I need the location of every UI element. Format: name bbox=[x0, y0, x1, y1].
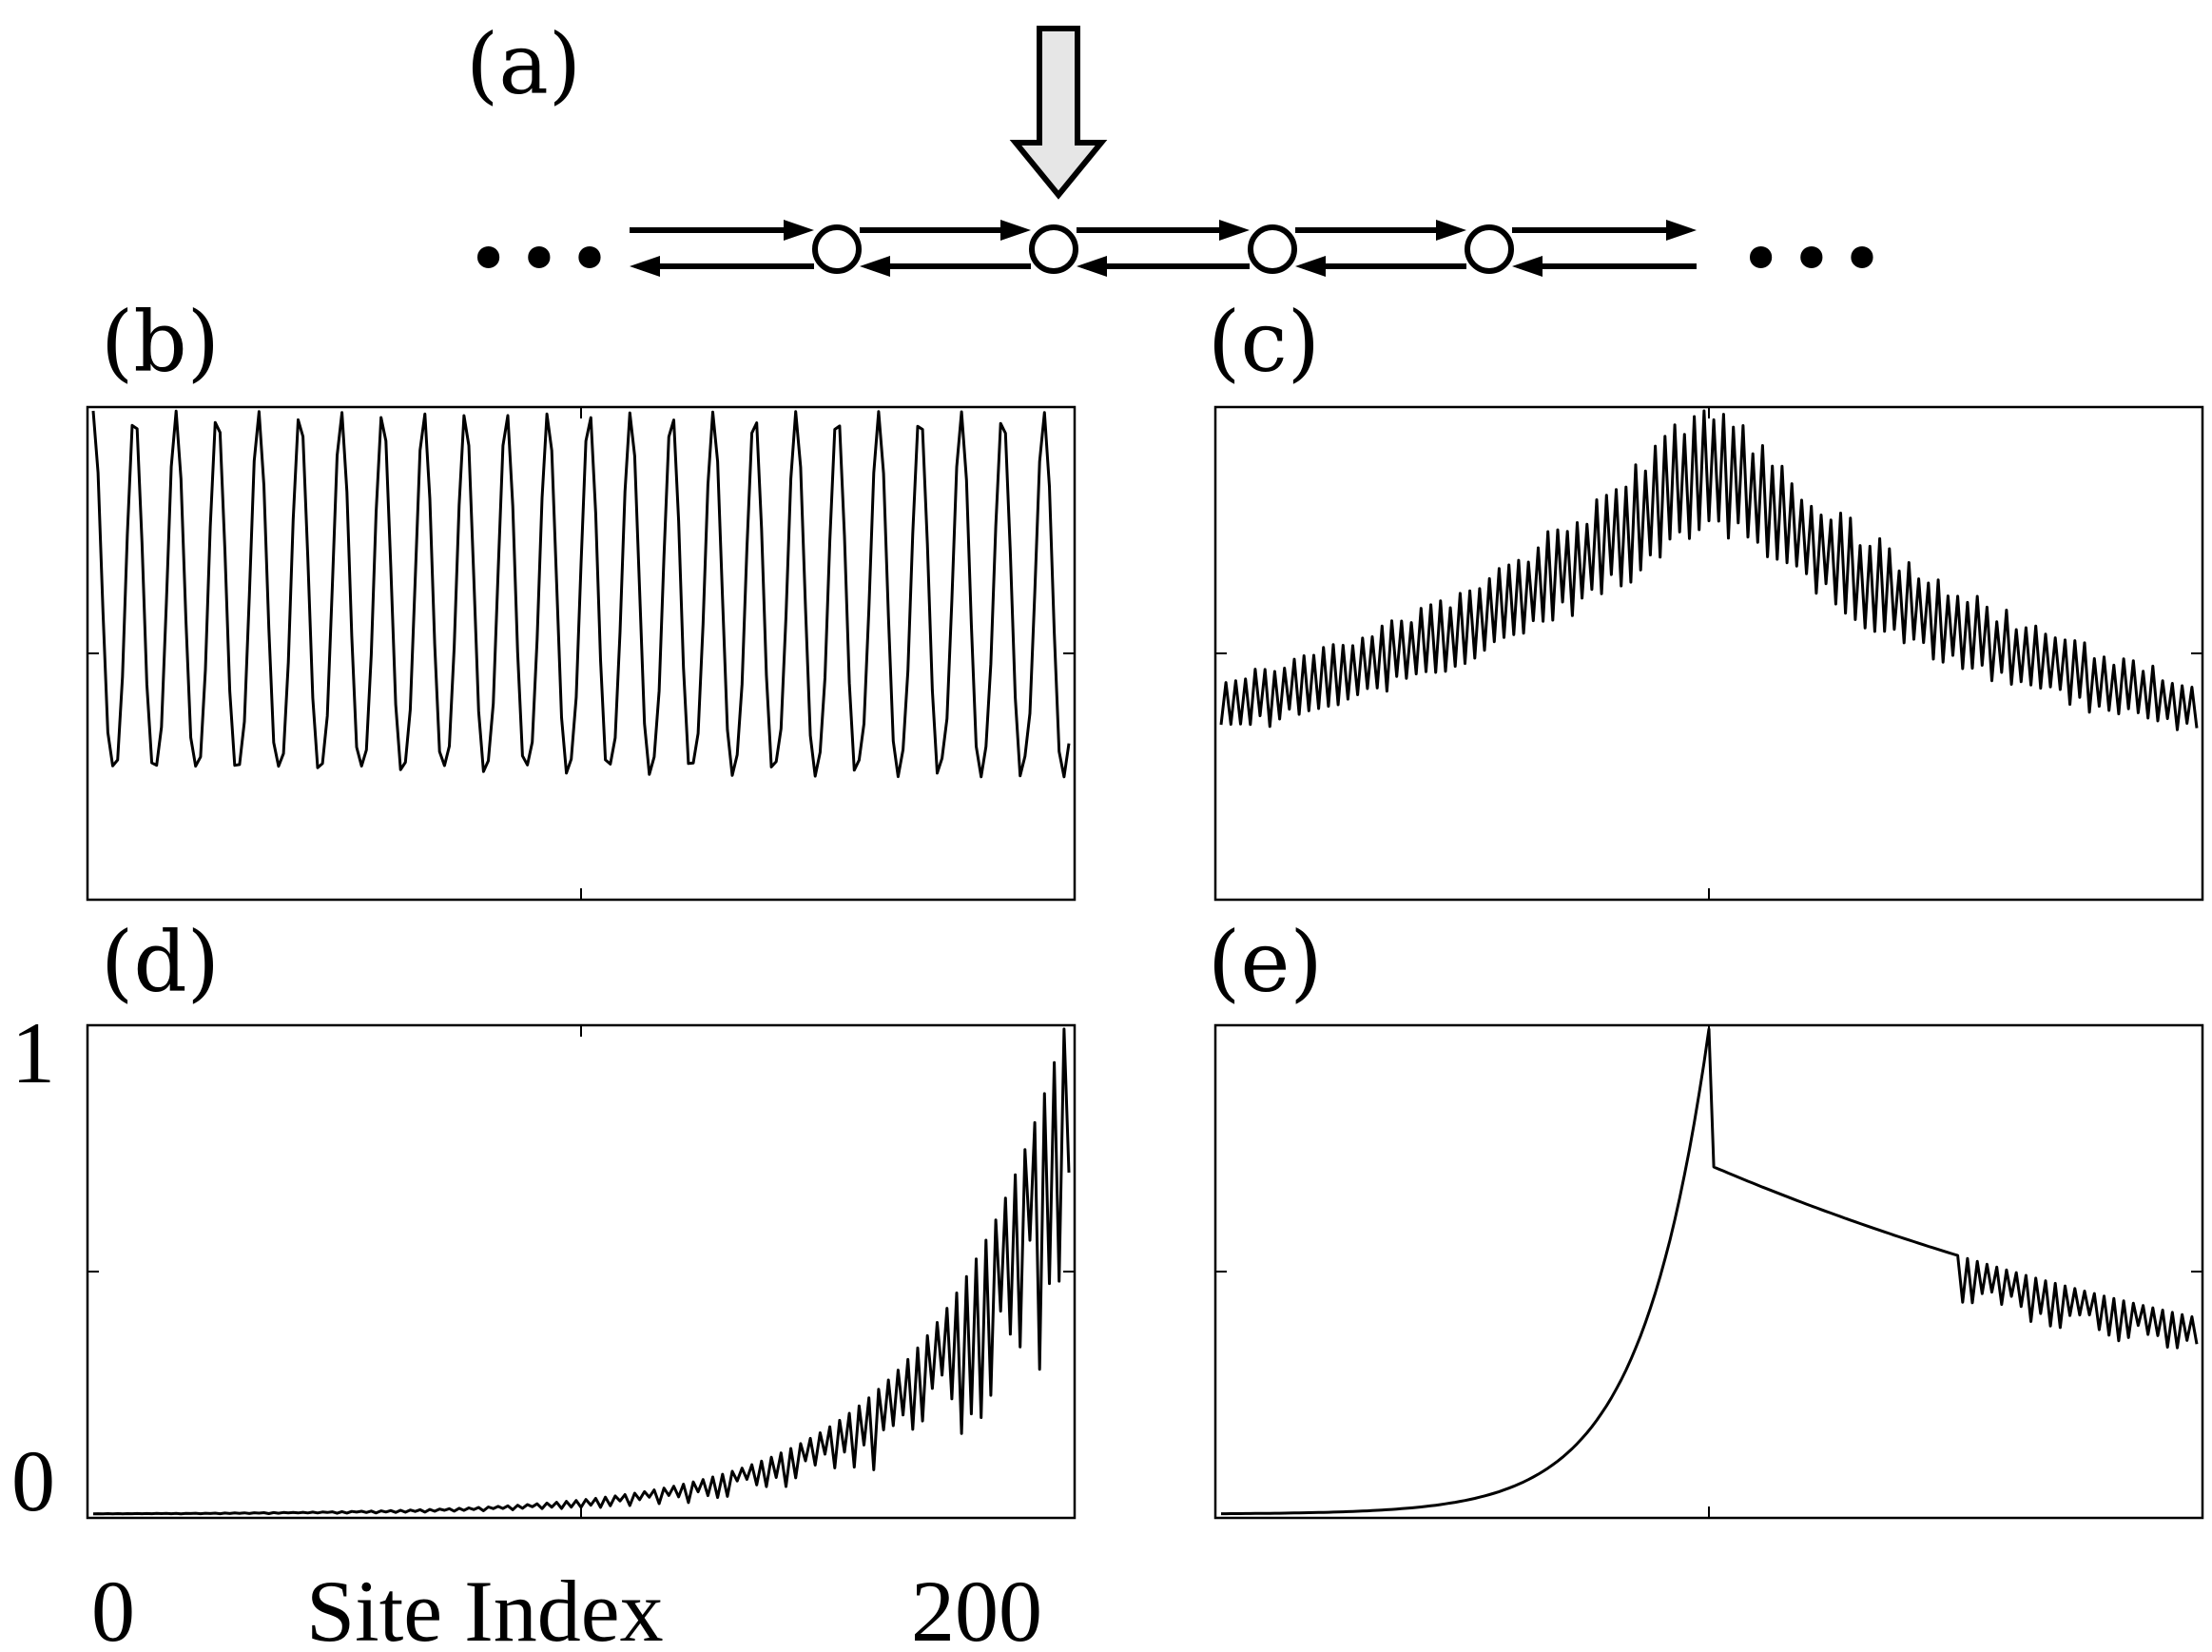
arrow-right-icon bbox=[784, 220, 814, 241]
arrow-left-icon bbox=[860, 256, 890, 277]
series-line-c bbox=[1219, 409, 2199, 731]
arrow-left-icon bbox=[630, 256, 660, 277]
arrow-right-icon bbox=[1436, 220, 1466, 241]
injection-arrow bbox=[1009, 26, 1108, 200]
series-line-b bbox=[91, 409, 1071, 779]
series-line-d bbox=[92, 1027, 1071, 1516]
x-tick-0: 0 bbox=[91, 1563, 135, 1652]
arrow-left-icon bbox=[1512, 256, 1543, 277]
plot-e bbox=[1213, 1023, 2204, 1520]
panel-label-c: (c) bbox=[1208, 293, 1320, 391]
plot-frame-e bbox=[1213, 1023, 2204, 1520]
y-tick-1: 1 bbox=[11, 1004, 55, 1101]
lattice-site-1 bbox=[812, 224, 862, 274]
right-ellipsis: ••• bbox=[1738, 215, 1891, 303]
arrow-right-icon bbox=[1219, 220, 1250, 241]
injection-arrow-icon bbox=[1009, 26, 1108, 200]
plot-c bbox=[1213, 405, 2204, 902]
arrow-right-icon bbox=[1666, 220, 1697, 241]
series-line-e bbox=[1221, 1027, 2199, 1516]
plot-b bbox=[86, 405, 1077, 902]
panel-label-b: (b) bbox=[101, 293, 220, 391]
y-tick-0: 0 bbox=[11, 1432, 55, 1529]
lattice-site-4 bbox=[1465, 224, 1514, 274]
x-tick-200: 200 bbox=[911, 1563, 1042, 1652]
arrow-right-icon bbox=[1000, 220, 1031, 241]
panel-label-a: (a) bbox=[466, 15, 581, 113]
x-axis-label: Site Index bbox=[306, 1563, 664, 1652]
arrow-left-icon bbox=[1295, 256, 1326, 277]
lattice-site-3 bbox=[1248, 224, 1297, 274]
plot-d bbox=[86, 1023, 1077, 1520]
lattice-diagram: (a) ••• ••• bbox=[466, 15, 1891, 303]
lattice-bonds bbox=[630, 220, 1697, 277]
panel-label-d: (d) bbox=[101, 913, 220, 1011]
arrow-left-icon bbox=[1077, 256, 1107, 277]
plot-frame-d bbox=[86, 1023, 1077, 1520]
lattice-site-2 bbox=[1029, 224, 1078, 274]
plot-frame-b bbox=[86, 405, 1077, 902]
panel-label-e: (e) bbox=[1208, 913, 1323, 1011]
left-ellipsis: ••• bbox=[466, 215, 618, 303]
